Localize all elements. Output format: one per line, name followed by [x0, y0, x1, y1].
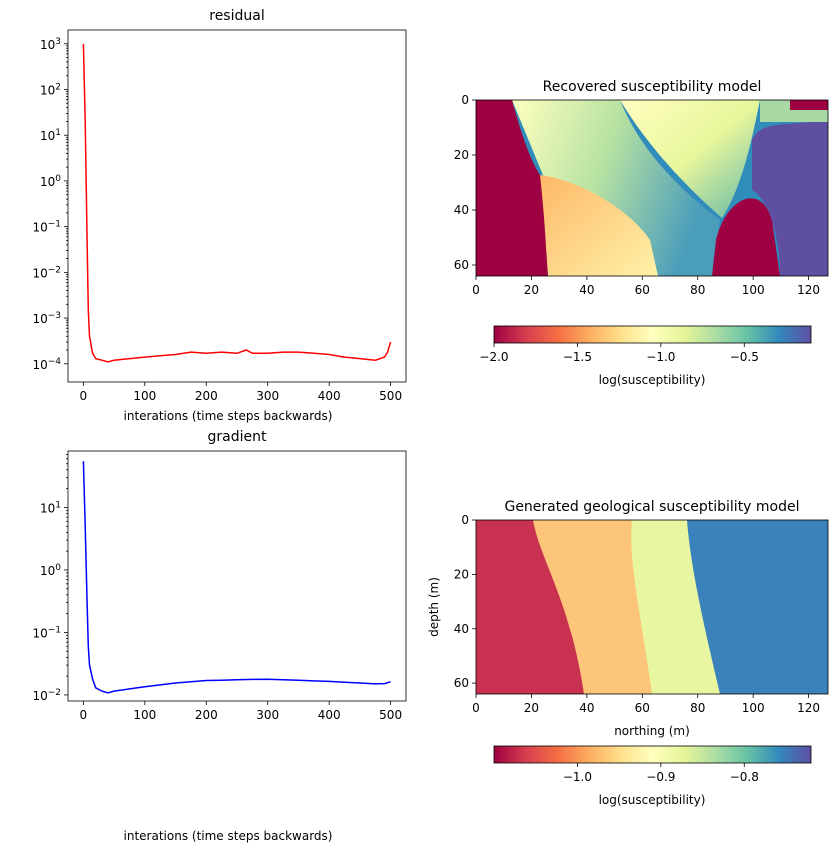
- residual-series-line: [82, 43, 392, 363]
- colorbar-tick-label: −1.0: [646, 350, 675, 364]
- generated-colorbar-label: log(susceptibility): [599, 793, 706, 807]
- x-tick-label: 200: [195, 708, 218, 722]
- recovered-colorbar: [493, 325, 812, 344]
- gradient-x-axis-label: interations (time steps backwards): [124, 829, 333, 843]
- x-tick-label: 400: [318, 708, 341, 722]
- generated-x-ticks: 0 20 40 60 80 100 120: [472, 694, 820, 715]
- recovered-region-lower: [540, 175, 658, 276]
- y-tick-label: 103: [40, 37, 61, 52]
- y-tick-label: 100: [40, 174, 61, 189]
- x-tick-label: 0: [80, 389, 88, 403]
- x-tick-label: 20: [524, 701, 539, 715]
- y-tick-label: 10−4: [32, 357, 61, 372]
- y-tick-label: 20: [454, 148, 469, 162]
- recovered-model-frame: [475, 99, 829, 277]
- x-tick-label: 20: [524, 283, 539, 297]
- x-tick-label: 40: [579, 283, 594, 297]
- generated-y-ticks: 0 20 40 60: [454, 513, 476, 690]
- recovered-model-chart: Recovered susceptibility model 0 20 40 60 80…: [454, 79, 829, 387]
- x-tick-label: 500: [379, 389, 402, 403]
- gradient-chart: gradient 0 100 200 300 400 500 10−2 10−1 100 101…: [32, 429, 407, 843]
- recovered-region-top-corner: [790, 100, 828, 110]
- colorbar-tick-label: −1.5: [563, 350, 592, 364]
- residual-y-ticks: 10−4 10−3 10−2 10−1 100 101 102 103: [32, 37, 68, 372]
- gradient-plot-frame: [67, 450, 407, 702]
- x-tick-label: 400: [318, 389, 341, 403]
- recovered-model-title: Recovered susceptibility model: [543, 79, 762, 95]
- recovered-y-ticks: 0 20 40 60: [454, 93, 476, 272]
- x-tick-label: 200: [195, 389, 218, 403]
- gradient-x-ticks: 0 100 200 300 400 500: [80, 701, 402, 722]
- colorbar-tick-label: −0.8: [730, 770, 759, 784]
- y-tick-label: 20: [454, 567, 469, 581]
- recovered-region-right: [620, 100, 760, 218]
- generated-model-title: Generated geological susceptibility mode…: [504, 499, 799, 515]
- x-tick-label: 100: [742, 283, 765, 297]
- x-tick-label: 300: [256, 708, 279, 722]
- y-tick-label: 10−3: [32, 311, 61, 326]
- colorbar-tick-label: −0.5: [730, 350, 759, 364]
- residual-plot-frame: [67, 29, 407, 383]
- colorbar-tick-label: −1.0: [563, 770, 592, 784]
- recovered-model-image: [476, 100, 828, 276]
- generated-model-image: [476, 520, 828, 694]
- y-tick-label: 10−2: [32, 265, 61, 280]
- x-tick-label: 60: [635, 283, 650, 297]
- x-tick-label: 300: [256, 389, 279, 403]
- recovered-region-left: [476, 100, 548, 276]
- y-tick-label: 0: [461, 93, 469, 107]
- x-tick-label: 120: [797, 701, 820, 715]
- recovered-region-center: [512, 100, 720, 276]
- generated-model-chart: Generated geological susceptibility mode…: [427, 499, 829, 807]
- generated-x-axis-label: northing (m): [614, 724, 690, 738]
- x-tick-label: 0: [472, 283, 480, 297]
- x-tick-label: 0: [80, 708, 88, 722]
- x-tick-label: 100: [133, 708, 156, 722]
- recovered-region-bottom: [712, 198, 780, 276]
- generated-model-frame: [475, 519, 829, 695]
- y-tick-label: 60: [454, 676, 469, 690]
- x-tick-label: 120: [797, 283, 820, 297]
- generated-colorbar: [493, 745, 812, 764]
- x-tick-label: 80: [690, 283, 705, 297]
- residual-chart: residual 0 100 200 300 400 500 10−410−310−210…: [32, 8, 407, 423]
- recovered-region-east: [752, 120, 828, 276]
- generated-layer-2: [476, 520, 584, 694]
- generated-colorbar-ticks: −1.0 −0.9 −0.8: [563, 763, 759, 784]
- residual-title: residual: [209, 8, 264, 24]
- residual-x-ticks: 0 100 200 300 400 500: [80, 382, 402, 403]
- x-tick-label: 100: [742, 701, 765, 715]
- recovered-x-ticks: 0 20 40 60 80 100 120: [472, 276, 820, 297]
- y-tick-label: 60: [454, 258, 469, 272]
- x-tick-label: 100: [133, 389, 156, 403]
- generated-y-axis-label: depth (m): [427, 577, 441, 637]
- x-tick-label: 40: [579, 701, 594, 715]
- x-tick-label: 500: [379, 708, 402, 722]
- y-tick-label: 0: [461, 513, 469, 527]
- y-tick-label: 10−2: [32, 688, 61, 703]
- gradient-y-ticks: 10−2 10−1 100 101: [32, 454, 68, 703]
- y-tick-label: 40: [454, 203, 469, 217]
- recovered-colorbar-label: log(susceptibility): [599, 373, 706, 387]
- y-tick-label: 101: [40, 128, 61, 143]
- y-tick-label: 102: [40, 82, 61, 97]
- colorbar-tick-label: −2.0: [479, 350, 508, 364]
- gradient-series-line: [82, 461, 391, 694]
- colorbar-tick-label: −0.9: [646, 770, 675, 784]
- x-tick-label: 60: [635, 701, 650, 715]
- x-tick-label: 80: [690, 701, 705, 715]
- y-tick-label: 10−1: [32, 625, 61, 640]
- y-tick-label: 40: [454, 622, 469, 636]
- y-tick-label: 101: [40, 500, 61, 515]
- y-tick-label: 10−1: [32, 220, 61, 235]
- gradient-title: gradient: [208, 429, 267, 445]
- recovered-colorbar-ticks: −2.0 −1.5 −1.0 −0.5: [479, 343, 759, 364]
- residual-x-axis-label: interations (time steps backwards): [124, 409, 333, 423]
- x-tick-label: 0: [472, 701, 480, 715]
- y-tick-label: 100: [40, 563, 61, 578]
